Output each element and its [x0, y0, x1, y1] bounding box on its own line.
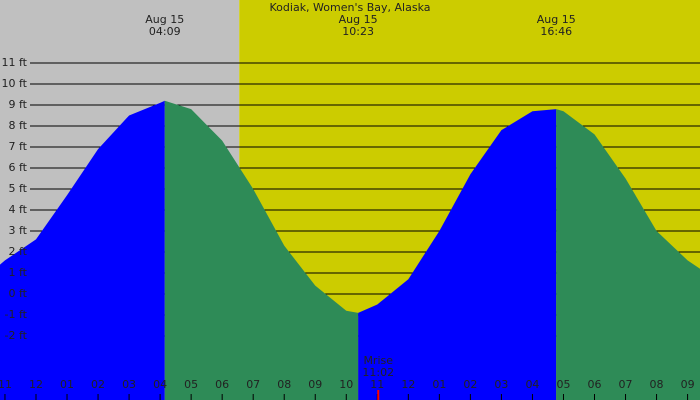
event-time: 10:23	[342, 25, 374, 38]
y-tick-label: -2 ft	[5, 329, 28, 342]
x-tick-label: 07	[619, 378, 633, 391]
x-tick-label: 04	[525, 378, 539, 391]
y-tick-label: 1 ft	[9, 266, 28, 279]
event-time: 04:09	[149, 25, 181, 38]
falling-tide-area	[556, 109, 700, 400]
x-tick-label: 04	[153, 378, 167, 391]
x-tick-label: 03	[494, 378, 508, 391]
x-tick-label: 12	[401, 378, 415, 391]
chart-title: Kodiak, Women's Bay, Alaska	[270, 1, 431, 14]
x-tick-label: 05	[184, 378, 198, 391]
y-tick-label: -1 ft	[5, 308, 28, 321]
x-tick-label: 11	[370, 378, 384, 391]
event-date: Aug 15	[537, 13, 576, 26]
y-tick-label: 4 ft	[9, 203, 28, 216]
moonrise-time: 11:02	[362, 366, 394, 379]
x-tick-label: 03	[122, 378, 136, 391]
y-tick-label: 10 ft	[2, 77, 28, 90]
x-tick-label: 08	[650, 378, 664, 391]
x-tick-label: 09	[308, 378, 322, 391]
x-tick-label: 05	[556, 378, 570, 391]
x-tick-label: 06	[215, 378, 229, 391]
x-tick-label: 09	[681, 378, 695, 391]
y-tick-label: 2 ft	[9, 245, 28, 258]
y-tick-label: 6 ft	[9, 161, 28, 174]
falling-tide-area	[164, 100, 359, 400]
x-tick-label: 11	[0, 378, 12, 391]
y-tick-label: 5 ft	[9, 182, 28, 195]
y-tick-label: 8 ft	[9, 119, 28, 132]
y-tick-label: 9 ft	[9, 98, 28, 111]
x-tick-label: 08	[277, 378, 291, 391]
moonrise-label: Mrise	[363, 354, 393, 367]
x-tick-label: 02	[91, 378, 105, 391]
y-tick-label: 3 ft	[9, 224, 28, 237]
x-tick-label: 07	[246, 378, 260, 391]
y-tick-label: 0 ft	[9, 287, 28, 300]
x-tick-label: 06	[588, 378, 602, 391]
x-tick-label: 01	[60, 378, 74, 391]
y-tick-label: 11 ft	[2, 56, 28, 69]
rising-tide-area	[0, 100, 165, 400]
event-date: Aug 15	[339, 13, 378, 26]
x-tick-label: 12	[29, 378, 43, 391]
y-tick-label: 7 ft	[9, 140, 28, 153]
event-time: 16:46	[540, 25, 572, 38]
x-tick-label: 10	[339, 378, 353, 391]
x-tick-label: 02	[463, 378, 477, 391]
event-date: Aug 15	[145, 13, 184, 26]
rising-tide-area	[358, 109, 557, 400]
x-tick-label: 01	[432, 378, 446, 391]
